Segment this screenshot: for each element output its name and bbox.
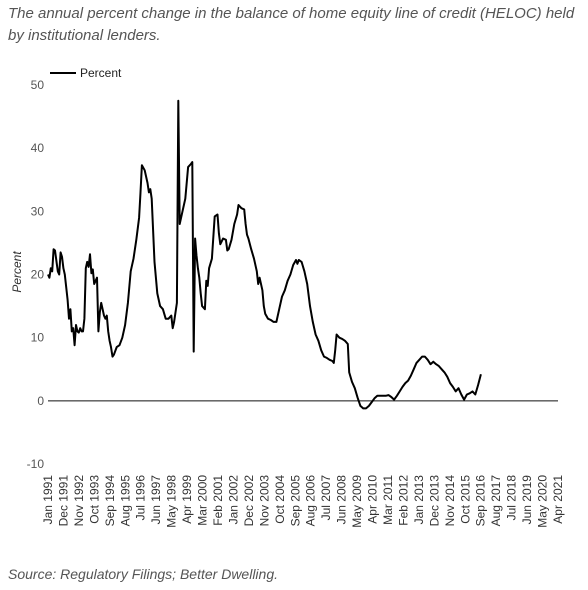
- x-tick-label: Nov 2014: [443, 475, 457, 527]
- chart-title: The annual percent change in the balance…: [8, 5, 575, 44]
- x-tick-label: Dec 2002: [242, 475, 256, 527]
- x-tick-label: Dec 1991: [56, 475, 70, 527]
- y-tick-label: 40: [31, 141, 45, 155]
- y-tick-label: 20: [31, 268, 45, 282]
- y-tick-label: 10: [31, 331, 45, 345]
- x-tick-label: Apr 1999: [180, 475, 194, 524]
- y-tick-label: 0: [37, 394, 44, 408]
- x-tick-label: Nov 1992: [72, 475, 86, 527]
- x-tick-label: Feb 2012: [396, 475, 410, 526]
- x-tick-label: Jul 1996: [134, 475, 148, 521]
- x-tick-label: May 1998: [165, 475, 179, 528]
- x-tick-label: Mar 2011: [381, 475, 395, 525]
- x-tick-label: Jun 2019: [520, 475, 534, 525]
- chart-source: Source: Regulatory Filings; Better Dwell…: [8, 566, 279, 582]
- x-tick-label: Jun 2008: [335, 475, 349, 525]
- x-tick-label: Jan 1991: [41, 475, 55, 525]
- y-tick-label: 50: [31, 78, 45, 92]
- x-tick-label: Jan 2002: [226, 475, 240, 525]
- y-axis-label: Percent: [10, 251, 24, 293]
- x-tick-label: Sep 2005: [288, 475, 302, 527]
- x-tick-label: Apr 2021: [551, 475, 565, 524]
- x-tick-label: Jul 2007: [319, 475, 333, 521]
- x-tick-label: May 2020: [536, 475, 550, 528]
- x-tick-label: Jan 2013: [412, 475, 426, 525]
- x-tick-label: Apr 2010: [366, 475, 380, 524]
- x-tick-label: Mar 2000: [196, 475, 210, 526]
- x-tick-label: Oct 1993: [87, 475, 101, 524]
- x-tick-label: Oct 2004: [273, 475, 287, 524]
- x-tick-label: Aug 2006: [304, 475, 318, 527]
- x-axis: Jan 1991 Dec 1991 Nov 1992 Oct 1993 Sep 1994…: [41, 475, 565, 528]
- x-tick-label: Sep 2016: [474, 475, 488, 527]
- x-tick-label: Feb 2001: [211, 475, 225, 526]
- series-line-percent: [47, 99, 482, 410]
- legend: Percent: [50, 66, 122, 80]
- x-tick-label: Sep 1994: [103, 475, 117, 527]
- x-tick-label: Aug 1995: [118, 475, 132, 527]
- x-tick-label: Jun 1997: [149, 475, 163, 525]
- y-tick-label: 30: [31, 204, 45, 218]
- x-tick-label: Oct 2015: [458, 475, 472, 524]
- y-axis: -10 0 10 20 30 40 50: [27, 78, 45, 471]
- y-tick-label: -10: [27, 457, 45, 471]
- x-tick-label: May 2009: [350, 475, 364, 528]
- x-tick-label: Dec 2013: [427, 475, 441, 527]
- legend-label: Percent: [80, 66, 122, 80]
- x-tick-label: Aug 2017: [489, 475, 503, 527]
- x-tick-label: Jul 2018: [505, 475, 519, 521]
- x-tick-label: Nov 2003: [257, 475, 271, 527]
